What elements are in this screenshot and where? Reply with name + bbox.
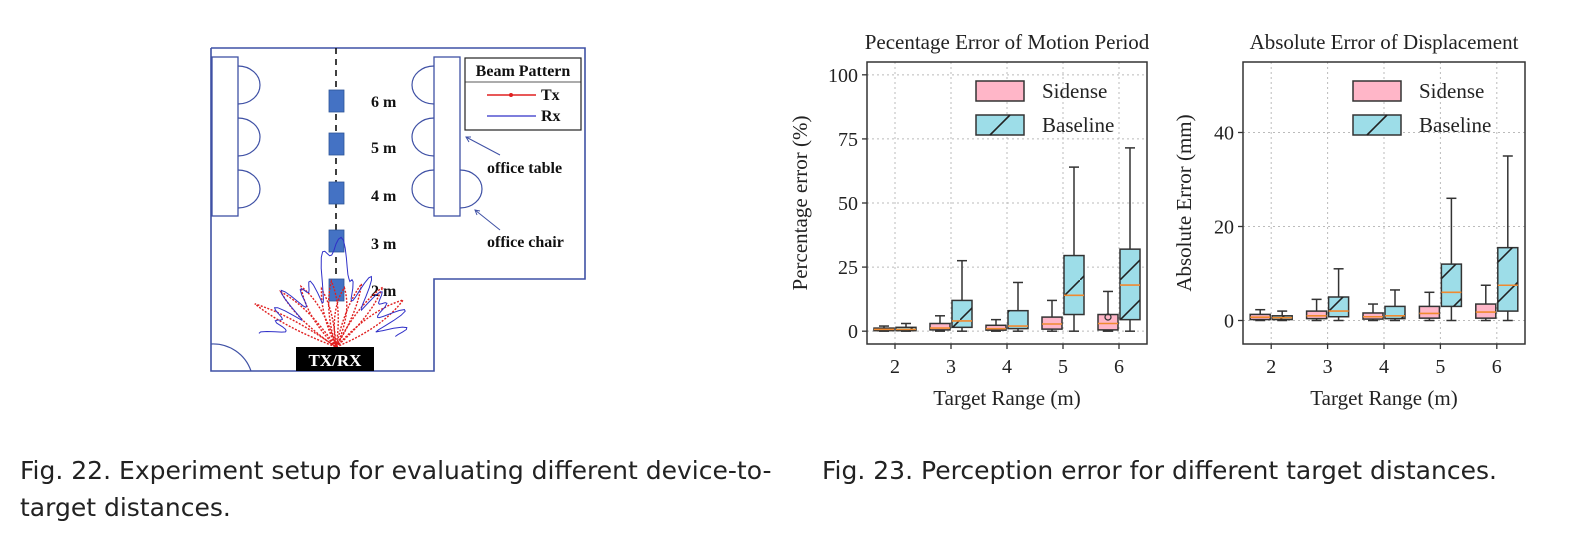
distance-label-4m: 4 m <box>371 188 397 205</box>
baseline-hatch <box>952 300 972 328</box>
left-chair-3 <box>237 169 261 209</box>
figure23-caption-text: Perception error for different target di… <box>921 456 1497 485</box>
txrx-label: TX/RX <box>309 351 363 370</box>
figure22-caption-text: Experiment setup for evaluating differen… <box>20 456 772 522</box>
target-3m <box>328 229 345 253</box>
x-tick-label: 4 <box>1379 356 1389 378</box>
legend-tx-label: Tx <box>541 87 560 104</box>
y-tick-label: 0 <box>848 321 858 343</box>
sidense-box <box>1305 310 1328 320</box>
y-axis-label: Percentage error (%) <box>788 116 812 291</box>
legend-baseline-label: Baseline <box>1042 113 1114 137</box>
right-chair-3 <box>411 169 435 209</box>
experiment-setup-diagram: Beam Pattern Tx Rx office table office c… <box>210 47 586 372</box>
legend-rx-label: Rx <box>541 108 561 125</box>
chart-title: Pecentage Error of Motion Period <box>865 30 1150 54</box>
sidense-box <box>1041 316 1063 330</box>
legend-sidense-label: Sidense <box>1042 79 1107 103</box>
y-tick-label: 20 <box>1214 217 1234 239</box>
baseline-hatch <box>1497 247 1518 312</box>
tx-lobe <box>320 286 337 348</box>
outlier-point <box>1104 313 1112 321</box>
txrx-device <box>296 347 374 371</box>
y-tick-label: 40 <box>1214 123 1234 145</box>
distance-label-6m: 6 m <box>371 94 397 111</box>
x-tick-label: 5 <box>1435 356 1445 378</box>
left-office-table <box>211 56 239 217</box>
rx-pattern <box>258 236 408 337</box>
sidense-box <box>1097 313 1119 331</box>
right-chair-2 <box>411 117 435 157</box>
y-tick-label: 0 <box>1224 311 1234 333</box>
y-tick-label: 100 <box>828 65 858 87</box>
legend-baseline-hatch <box>989 114 1011 136</box>
sidense-box <box>1418 305 1441 319</box>
x-tick-label: 4 <box>1002 356 1012 378</box>
baseline-hatch <box>1064 255 1084 315</box>
right-chair-1 <box>411 65 435 105</box>
right-office-table <box>433 56 461 217</box>
figure23-caption-label: Fig. 23. <box>822 456 914 485</box>
beam-legend-title: Beam Pattern <box>476 63 571 80</box>
left-chair-1 <box>237 65 261 105</box>
distance-label-5m: 5 m <box>371 140 397 157</box>
beam-pattern <box>254 236 408 350</box>
sidense-box <box>985 324 1007 331</box>
table-pointer <box>465 136 501 156</box>
tx-lobe <box>328 278 339 348</box>
tx-lobe <box>300 284 338 350</box>
chair-pointer <box>474 209 501 231</box>
office-table-label: office table <box>487 160 562 177</box>
left-chair-2 <box>237 117 261 157</box>
tx-lobe <box>254 303 337 348</box>
beam-legend-box <box>464 57 582 131</box>
tx-lobe <box>333 285 348 350</box>
target-4m <box>328 181 345 205</box>
sidense-box <box>929 322 951 331</box>
y-tick-label: 75 <box>838 129 858 151</box>
legend-baseline-label: Baseline <box>1419 113 1491 137</box>
room-walls <box>210 47 586 372</box>
x-tick-label: 2 <box>1266 356 1276 378</box>
x-tick-label: 3 <box>1323 356 1333 378</box>
y-tick-label: 25 <box>838 257 858 279</box>
x-axis-label: Target Range (m) <box>1310 386 1457 410</box>
office-chair-label: office chair <box>487 234 564 251</box>
figure22-caption-label: Fig. 22. <box>20 456 112 485</box>
baseline-hatch <box>1328 297 1349 317</box>
baseline-hatch <box>1441 264 1462 307</box>
distance-label-3m: 3 m <box>371 236 397 253</box>
baseline-hatch <box>1008 310 1028 329</box>
baseline-hatch <box>1385 306 1405 319</box>
legend-sidense-label: Sidense <box>1419 79 1484 103</box>
target-6m <box>328 89 345 113</box>
door-arc <box>210 343 252 372</box>
sidense-box <box>1475 303 1497 319</box>
highlighted-chair <box>459 169 483 209</box>
chart-motion-period: 2 3 4 5 6 0 25 50 75 100 Pecentage Error of Motion… <box>788 30 1150 410</box>
x-tick-label: 6 <box>1114 356 1124 378</box>
chart-displacement: 2 3 4 5 6 0 20 40 Absolute Error of Displacement… <box>1172 30 1526 410</box>
x-axis-label: Target Range (m) <box>933 386 1080 410</box>
chart-title: Absolute Error of Displacement <box>1250 30 1519 54</box>
x-tick-label: 2 <box>890 356 900 378</box>
distance-label-2m: 2 m <box>371 283 397 300</box>
target-5m <box>328 132 345 156</box>
y-axis-label: Absolute Error (mm) <box>1172 114 1196 291</box>
x-tick-label: 5 <box>1058 356 1068 378</box>
legend-baseline-hatch <box>1366 114 1388 136</box>
y-tick-label: 50 <box>838 193 858 215</box>
tx-lobe <box>335 298 405 348</box>
figure23-caption: Fig. 23. Perception error for different t… <box>822 452 1582 489</box>
legend-sidense-swatch <box>975 80 1025 102</box>
x-tick-label: 6 <box>1492 356 1502 378</box>
x-tick-label: 3 <box>946 356 956 378</box>
legend-sidense-swatch <box>1352 80 1402 102</box>
figure22-caption: Fig. 22. Experiment setup for evaluating … <box>20 452 810 526</box>
